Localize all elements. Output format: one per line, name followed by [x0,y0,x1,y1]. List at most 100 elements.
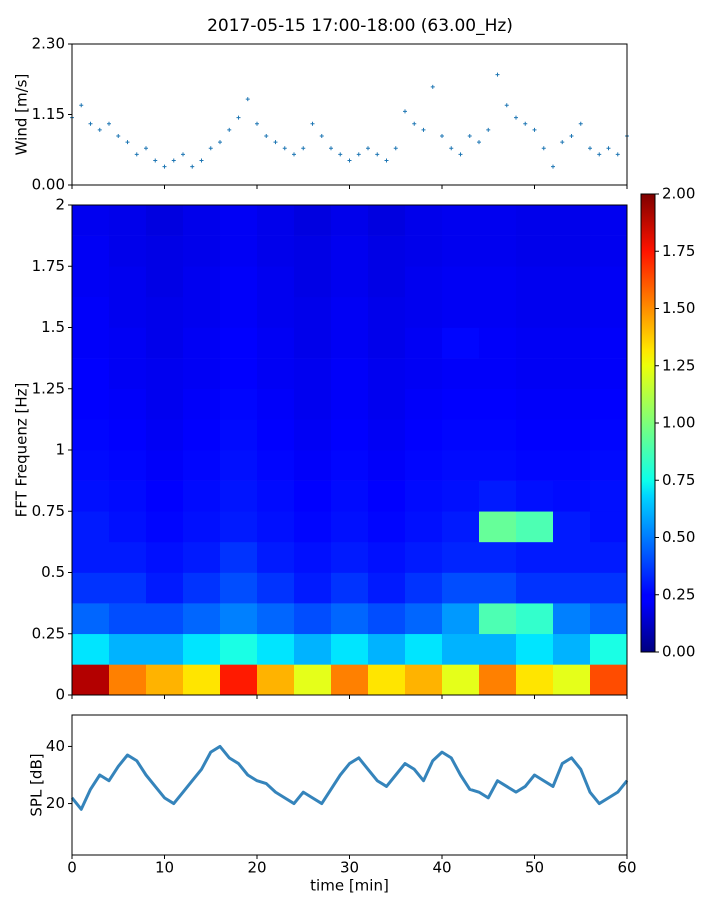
heatmap-cell [405,633,443,665]
heatmap-cell [146,235,184,267]
heatmap-cell [479,205,517,236]
heatmap-cell [368,205,406,236]
heatmap-cell [405,541,443,573]
y-axis-label: Wind [m/s] [13,74,31,156]
heatmap-cell [479,358,517,390]
heatmap-cell [294,664,332,696]
heatmap-cell [368,603,406,635]
heatmap-cell [553,633,591,665]
heatmap-cell [220,480,258,512]
heatmap-cell [183,388,221,420]
wind-point [569,133,574,138]
wind-point [264,133,269,138]
heatmap-cell [72,450,110,481]
heatmap-cell [368,480,406,512]
heatmap-cell [109,664,147,696]
heatmap-cell [146,450,184,481]
wind-point [282,146,287,151]
wind-point [125,140,130,145]
wind-point [495,72,500,77]
heatmap-cell [442,388,480,420]
heatmap-cell [590,511,628,543]
y-tick-label: 20 [46,794,65,812]
heatmap-cell [442,633,480,665]
heatmap-cell [220,541,258,573]
heatmap-cell [516,572,554,604]
heatmap-cell [331,541,369,573]
heatmap-cell [72,664,110,696]
heatmap-cell [257,633,295,665]
heatmap-cell [294,388,332,420]
heatmap-cell [146,572,184,604]
y-tick-label: 0 [55,686,65,704]
heatmap-cell [146,633,184,665]
wind-point [477,140,481,145]
heatmap-cell [220,327,258,359]
wind-point [162,164,167,169]
wind-point [532,127,537,132]
heatmap-cell [442,480,480,512]
heatmap-cell [257,511,295,543]
heatmap-cell [590,235,628,267]
heatmap-cell [442,572,480,604]
y-tick-label: 1 [55,441,65,459]
heatmap-cell [516,205,554,236]
heatmap-cell [220,205,258,236]
colorbar-tick-label: 0.75 [662,471,695,489]
heatmap-cell [442,511,480,543]
heatmap-cell [146,541,184,573]
heatmap-cell [590,388,628,420]
heatmap-cell [109,572,147,604]
heatmap-cell [331,235,369,267]
heatmap-cell [257,358,295,390]
heatmap-cell [183,327,221,359]
heatmap-cell [72,327,110,359]
heatmap-cell [442,266,480,298]
heatmap-cell [442,205,480,236]
heatmap-cell [146,480,184,512]
heatmap-cell [553,327,591,359]
heatmap-cell [294,480,332,512]
wind-point [412,121,417,126]
heatmap-cell [479,266,517,298]
heatmap-cell [109,450,147,481]
heatmap-cell [257,205,295,236]
heatmap-cell [442,541,480,573]
heatmap-cell [442,450,480,481]
wind-point [190,164,195,169]
wind-point [218,140,222,145]
heatmap-cell [479,603,517,635]
wind-point [560,140,565,145]
heatmap-cell [516,327,554,359]
wind-point [116,133,121,138]
heatmap-cell [331,388,369,420]
heatmap-cell [368,511,406,543]
heatmap-cell [146,358,184,390]
heatmap-cell [368,572,406,604]
heatmap-cell [72,266,110,298]
wind-point [338,152,343,157]
heatmap-cell [331,664,369,696]
heatmap-cell [146,419,184,451]
wind-point [245,97,250,102]
heatmap-cell [590,572,628,604]
heatmap-cell [257,266,295,298]
heatmap-cell [553,419,591,451]
wind-point [523,121,528,126]
heatmap-cell [516,450,554,481]
heatmap-cell [479,296,517,328]
y-tick-label: 1.15 [32,105,65,123]
heatmap-cell [109,633,147,665]
heatmap-cell [590,480,628,512]
spl-line [70,744,629,811]
heatmap-cell [183,511,221,543]
heatmap-cell [405,603,443,635]
heatmap-cell [479,633,517,665]
colorbar-tick-label: 0.25 [662,585,695,603]
wind-point [310,121,315,126]
heatmap-cell [146,205,184,236]
wind-point [375,152,380,157]
heatmap-cell [516,388,554,420]
heatmap-cell [183,450,221,481]
